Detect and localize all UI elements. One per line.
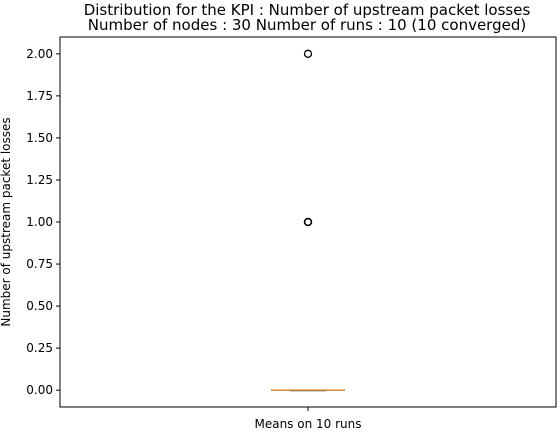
y-axis-ticks: 0.00 0.25 0.50 0.75 1.00 1.25 1.50 1.75 2.00 bbox=[26, 47, 60, 397]
x-axis-ticks: Means on 10 runs bbox=[254, 407, 362, 431]
y-tick-label: 0.25 bbox=[26, 341, 53, 355]
y-tick-label: 0.50 bbox=[26, 299, 53, 313]
y-tick-label: 2.00 bbox=[26, 47, 53, 61]
y-tick-label: 0.75 bbox=[26, 257, 53, 271]
plot-area-frame bbox=[59, 36, 557, 408]
x-tick-label: Means on 10 runs bbox=[254, 417, 361, 431]
y-tick-label: 1.75 bbox=[26, 89, 53, 103]
outlier-point bbox=[303, 217, 313, 227]
y-axis-label: Number of upstream packet losses bbox=[0, 117, 13, 326]
outlier-point bbox=[303, 49, 313, 58]
chart-subtitle: Number of nodes : 30 Number of runs : 10… bbox=[88, 16, 526, 34]
outlier-points bbox=[303, 49, 313, 227]
box-group bbox=[271, 389, 345, 392]
chart-title: Distribution for the KPI : Number of ups… bbox=[84, 1, 531, 19]
y-tick-label: 1.50 bbox=[26, 131, 53, 145]
y-tick-label: 1.25 bbox=[26, 173, 53, 187]
y-tick-label: 1.00 bbox=[26, 215, 53, 229]
y-tick-label: 0.00 bbox=[26, 383, 53, 397]
